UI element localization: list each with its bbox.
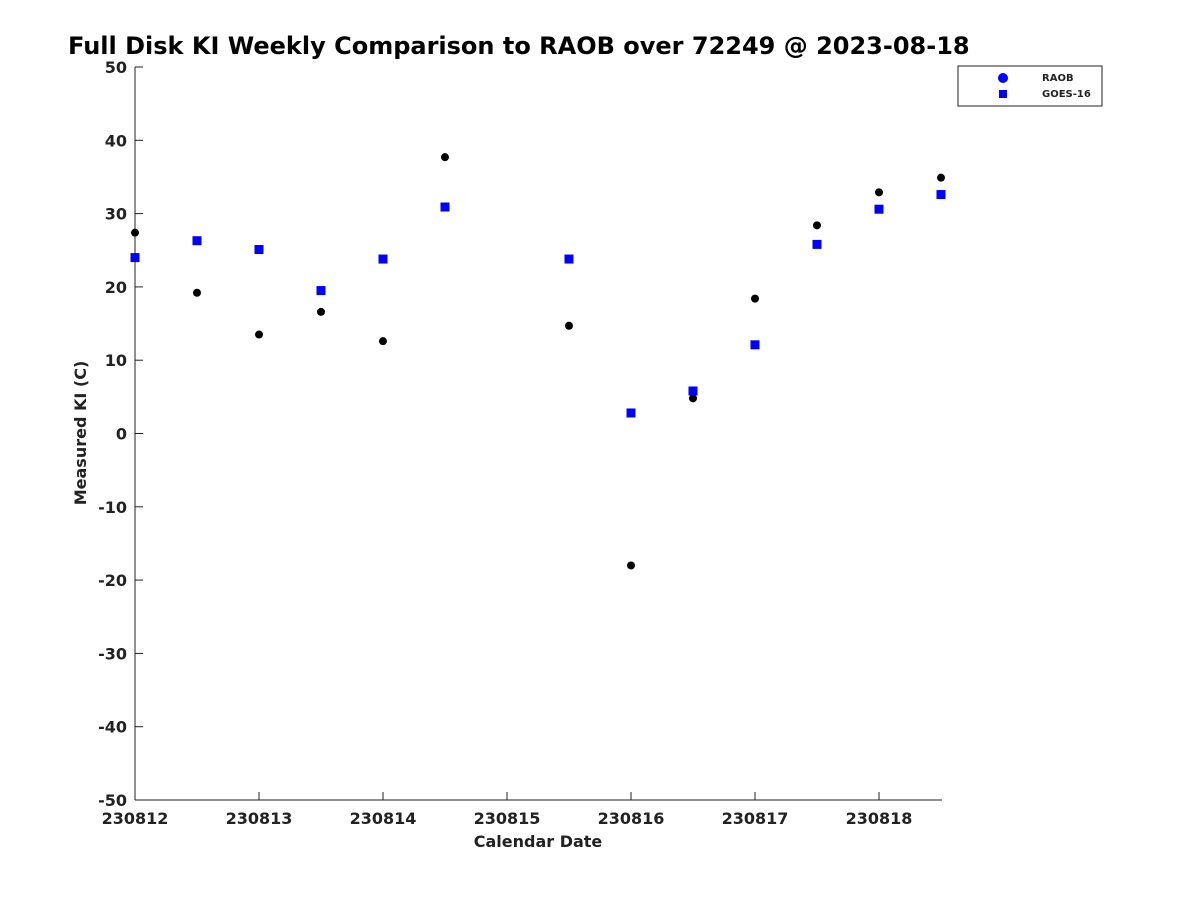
y-tick-label: 50: [105, 58, 127, 77]
x-axis-label: Calendar Date: [474, 832, 603, 851]
goes-16-point: [750, 340, 760, 350]
raob-point: [565, 321, 573, 330]
data-marks: [130, 153, 946, 570]
goes-16-point: [130, 253, 140, 263]
goes-16-point: [874, 204, 884, 214]
legend-goes-marker: [999, 90, 1007, 98]
legend: RAOB GOES-16: [957, 65, 1103, 107]
raob-point: [193, 288, 201, 297]
y-tick-label: 0: [116, 425, 127, 444]
y-axis: 50 40 30 20 10 0 -10 -20 -30 -40 -50: [98, 58, 143, 810]
x-tick-label: 230812: [102, 809, 169, 828]
legend-raob-label: RAOB: [1042, 73, 1074, 84]
raob-point: [317, 307, 325, 316]
chart-title: Full Disk KI Weekly Comparison to RAOB o…: [68, 32, 970, 60]
goes-16-point: [316, 286, 326, 296]
legend-box: [957, 65, 1103, 107]
raob-point: [131, 228, 139, 237]
goes-16-point: [564, 254, 574, 264]
raob-point: [937, 173, 945, 182]
x-axis: 230812 230813 230814 230815 230816 230817 2308…: [102, 792, 942, 828]
x-tick-label: 230815: [474, 809, 541, 828]
goes-16-point: [440, 202, 450, 212]
goes-16-point: [626, 408, 636, 418]
y-tick-label: 20: [105, 278, 127, 297]
y-axis-label: Measured KI (C): [71, 361, 90, 506]
y-tick-label: 10: [105, 351, 127, 370]
x-tick-label: 230818: [846, 809, 913, 828]
raob-point: [441, 153, 449, 162]
raob-point: [627, 561, 635, 570]
legend-raob-marker: [998, 73, 1008, 83]
raob-point: [813, 221, 821, 230]
y-tick-label: 30: [105, 205, 127, 224]
goes-16-point: [936, 190, 946, 200]
raob-point: [689, 394, 697, 403]
x-tick-label: 230817: [722, 809, 789, 828]
y-tick-label: -40: [98, 718, 127, 737]
x-tick-label: 230816: [598, 809, 665, 828]
y-tick-label: 40: [105, 131, 127, 150]
raob-point: [875, 188, 883, 197]
y-tick-label: -20: [98, 571, 127, 590]
goes-16-point: [378, 254, 388, 264]
goes-16-point: [192, 236, 202, 246]
y-tick-label: -50: [98, 791, 127, 810]
y-tick-label: -30: [98, 644, 127, 663]
goes-16-point: [254, 245, 264, 255]
legend-goes-label: GOES-16: [1042, 89, 1091, 100]
y-tick-label: -10: [98, 498, 127, 517]
raob-point: [379, 337, 387, 346]
raob-point: [255, 330, 263, 339]
goes-16-point: [812, 239, 822, 249]
raob-point: [751, 294, 759, 303]
x-tick-label: 230814: [350, 809, 417, 828]
x-tick-label: 230813: [226, 809, 293, 828]
goes-16-point: [688, 386, 698, 396]
